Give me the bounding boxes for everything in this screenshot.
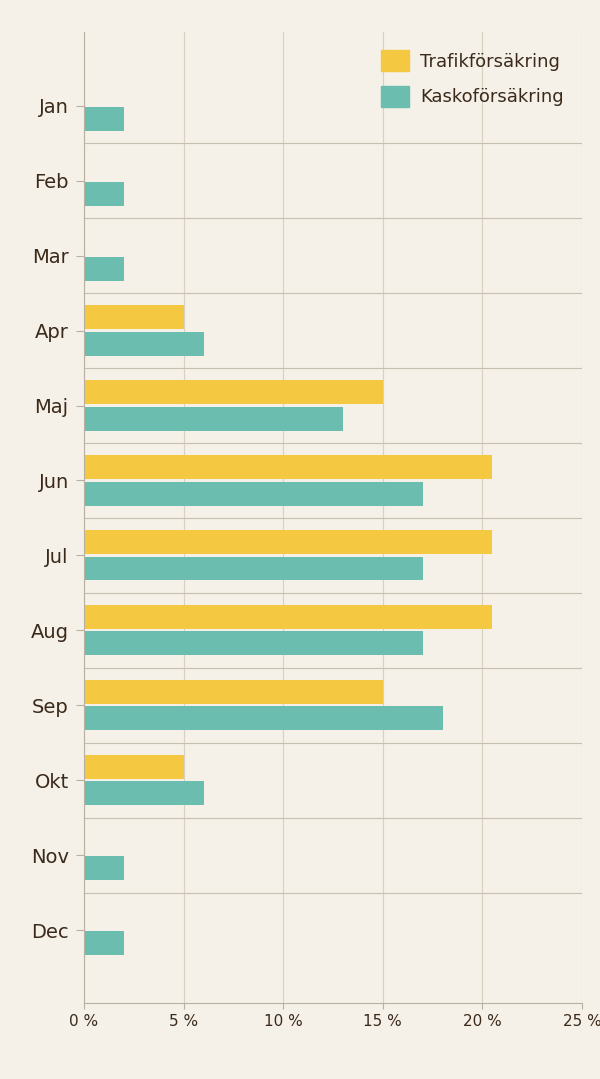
Bar [84, 557, 422, 581]
Bar [84, 631, 422, 655]
Bar [84, 931, 124, 955]
Bar [84, 857, 124, 880]
Bar [84, 605, 493, 629]
Bar [84, 257, 124, 281]
Bar [84, 305, 184, 329]
Bar [84, 481, 422, 506]
Bar [84, 107, 124, 131]
Bar [84, 182, 124, 206]
Bar [84, 407, 343, 431]
Bar [84, 455, 493, 479]
Bar [84, 707, 443, 730]
Bar [84, 331, 203, 356]
Bar [84, 530, 493, 555]
Bar [84, 781, 203, 805]
Bar [84, 755, 184, 779]
Bar [84, 680, 383, 705]
Bar [84, 381, 383, 405]
Legend: Trafikförsäkring, Kaskoförsäkring: Trafikförsäkring, Kaskoförsäkring [371, 41, 573, 115]
